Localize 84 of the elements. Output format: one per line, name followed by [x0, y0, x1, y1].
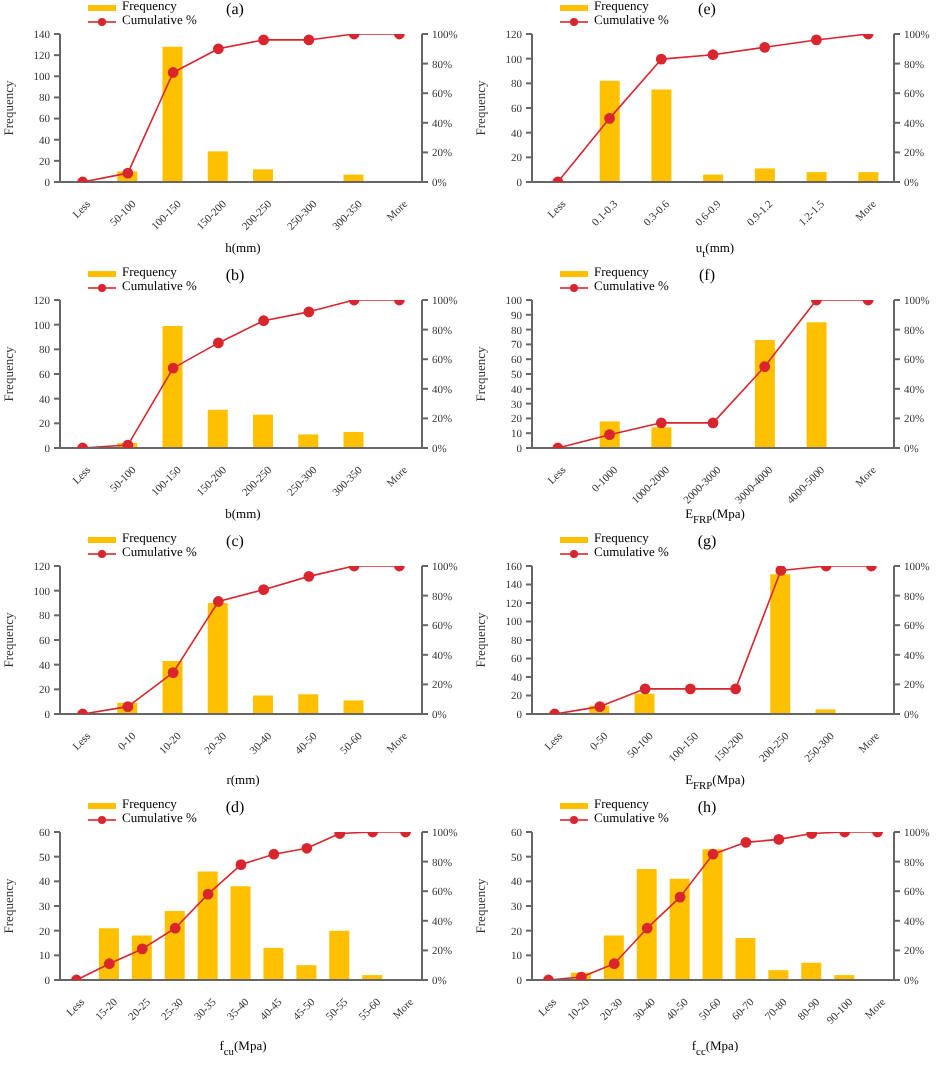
bar — [806, 322, 827, 448]
point — [740, 836, 752, 848]
point — [212, 43, 224, 55]
chart-title: (f) — [699, 266, 715, 284]
point — [730, 683, 742, 695]
point — [811, 34, 822, 46]
bar — [768, 970, 789, 980]
point — [759, 361, 771, 372]
bar — [207, 409, 228, 448]
point — [759, 41, 771, 53]
bar — [735, 938, 756, 980]
chart-title: (g) — [697, 532, 717, 550]
point — [235, 859, 247, 870]
point — [639, 683, 651, 695]
bar — [599, 80, 620, 182]
point — [773, 834, 785, 845]
point — [122, 701, 134, 712]
point — [169, 922, 181, 934]
bar — [230, 886, 251, 980]
point — [608, 958, 620, 970]
bar — [162, 46, 183, 182]
bar — [801, 962, 822, 980]
bar — [636, 869, 657, 980]
point — [167, 667, 179, 678]
point — [655, 417, 667, 429]
point — [674, 891, 686, 903]
bar — [298, 434, 319, 448]
point — [594, 701, 606, 712]
point — [167, 362, 179, 374]
bar — [329, 930, 350, 980]
bar — [197, 871, 218, 980]
bar — [806, 172, 827, 182]
point — [258, 584, 270, 596]
bar — [207, 151, 228, 182]
point — [122, 439, 134, 448]
point — [258, 315, 270, 327]
point — [103, 958, 115, 970]
chart-title: (a) — [226, 0, 244, 18]
bar — [263, 947, 284, 980]
point — [655, 53, 667, 65]
bar — [343, 700, 364, 714]
bar — [296, 965, 317, 980]
point — [707, 49, 719, 61]
point — [303, 306, 315, 318]
bar — [669, 878, 690, 980]
chart-title: (e) — [698, 0, 716, 18]
bar — [207, 603, 228, 714]
bar — [253, 169, 273, 182]
point — [258, 34, 270, 46]
chart-title: (h) — [697, 798, 717, 816]
bar — [858, 172, 879, 182]
point — [301, 842, 313, 854]
bar — [651, 427, 672, 448]
bar — [164, 910, 185, 980]
bar — [253, 695, 273, 714]
point — [775, 566, 787, 576]
bar — [162, 325, 183, 448]
point — [684, 683, 696, 695]
bar — [298, 694, 319, 714]
point — [122, 167, 134, 179]
point — [303, 570, 315, 582]
point — [707, 417, 719, 429]
point — [212, 337, 224, 349]
point — [212, 596, 224, 607]
bar — [754, 168, 775, 182]
bar — [253, 414, 273, 448]
chart-title: (b) — [225, 266, 245, 284]
point — [167, 67, 179, 78]
chart-title: (d) — [225, 798, 245, 816]
bar — [651, 89, 672, 182]
point — [707, 848, 719, 860]
bar — [343, 431, 364, 448]
chart-title: (c) — [226, 532, 244, 550]
point — [303, 34, 315, 46]
bar — [634, 693, 655, 714]
point — [136, 943, 148, 955]
point — [641, 922, 653, 934]
bar — [754, 339, 775, 448]
point — [575, 971, 587, 980]
bar — [770, 574, 791, 714]
point — [604, 112, 615, 124]
point — [202, 888, 214, 900]
bar — [702, 849, 723, 980]
point — [268, 848, 280, 860]
